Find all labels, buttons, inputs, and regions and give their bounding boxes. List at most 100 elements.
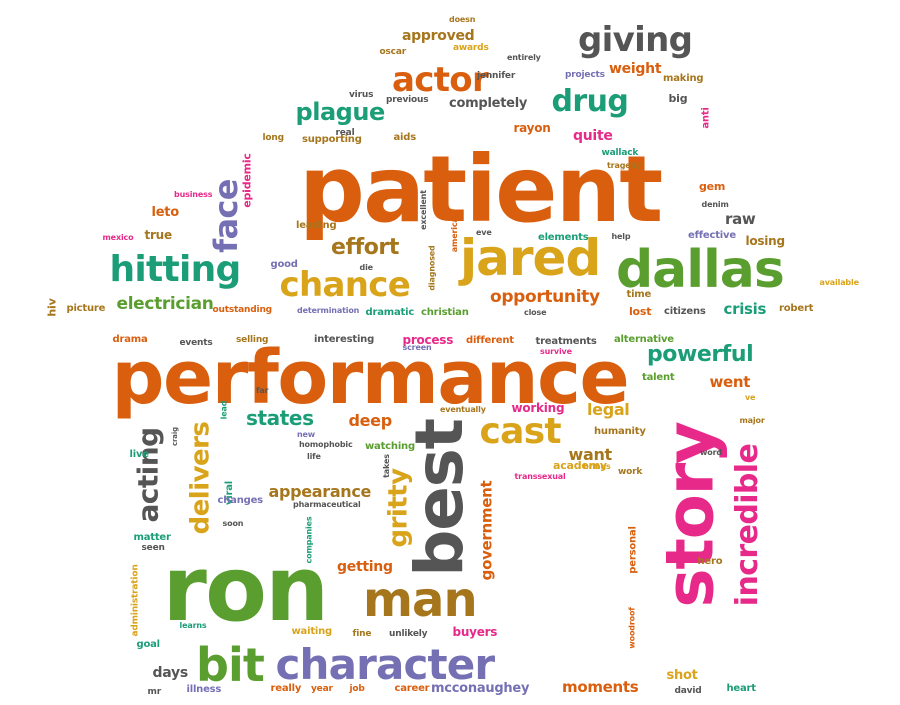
- word-crisis: crisis: [723, 299, 767, 318]
- word-unlikely: unlikely: [389, 628, 428, 639]
- word-year: year: [311, 683, 333, 694]
- word-gem: gem: [699, 179, 726, 193]
- word-powerful: powerful: [647, 342, 754, 367]
- word-time: time: [626, 289, 652, 300]
- word-seen: seen: [141, 542, 165, 553]
- word-ron: ron: [162, 537, 330, 642]
- word-tragedy: tragedy: [607, 161, 642, 170]
- word-screen: screen: [402, 343, 432, 352]
- word-elements: elements: [538, 232, 589, 243]
- word-went: went: [709, 372, 751, 391]
- word-opportunity: opportunity: [490, 286, 600, 307]
- word-mr: mr: [147, 686, 162, 697]
- word-best: best: [400, 419, 478, 577]
- word-lead: lead: [218, 400, 228, 420]
- word-leto: leto: [151, 204, 180, 220]
- word-treatments: treatments: [535, 336, 597, 347]
- word-hitting: hitting: [109, 249, 242, 290]
- word-major: major: [739, 416, 765, 425]
- word-oscar: oscar: [379, 46, 407, 57]
- word-changes: changes: [217, 495, 264, 506]
- word-hiv: hiv: [45, 297, 59, 317]
- word-making: making: [663, 73, 704, 84]
- word-diagnosed: diagnosed: [427, 245, 437, 291]
- word-new: new: [297, 430, 316, 439]
- word-robert: robert: [779, 303, 814, 314]
- word-eve: eve: [476, 228, 492, 237]
- word-watching: watching: [365, 441, 415, 452]
- word-craig: craig: [170, 426, 179, 446]
- word-help: help: [611, 232, 631, 241]
- word-drug: drug: [551, 84, 629, 119]
- word-moments: moments: [562, 677, 639, 696]
- word-giving: giving: [578, 20, 693, 60]
- word-big: big: [668, 91, 688, 105]
- word-previous: previous: [386, 94, 429, 105]
- word-states: states: [246, 406, 314, 430]
- word-academy: academy: [553, 458, 607, 472]
- word-quite: quite: [573, 128, 613, 144]
- word-hero: hero: [697, 556, 723, 567]
- word-pharmaceutical: pharmaceutical: [293, 500, 361, 509]
- word-word: word: [700, 448, 722, 457]
- word-leading: leading: [296, 220, 337, 231]
- word-dallas: dallas: [616, 240, 785, 300]
- word-shot: shot: [666, 667, 698, 683]
- word-man: man: [363, 572, 478, 628]
- word-patient: patient: [299, 136, 663, 243]
- word-events: events: [179, 337, 213, 348]
- word-business: business: [174, 190, 213, 199]
- word-denim: denim: [701, 200, 729, 209]
- word-buyers: buyers: [452, 625, 498, 639]
- word-epidemic: epidemic: [240, 152, 254, 208]
- word-fine: fine: [352, 628, 372, 639]
- word-job: job: [349, 683, 365, 694]
- word-companies: companies: [303, 516, 313, 564]
- word-good: good: [270, 259, 298, 270]
- word-mexico: mexico: [102, 233, 134, 242]
- word-close: close: [524, 308, 547, 317]
- word-american: american: [450, 211, 460, 253]
- word-rayon: rayon: [513, 121, 551, 135]
- word-far: far: [256, 386, 269, 395]
- word-anti: anti: [700, 107, 712, 129]
- word-life: life: [307, 452, 321, 461]
- word-effective: effective: [688, 230, 736, 241]
- word-homophobic: homophobic: [299, 440, 353, 449]
- word-true: true: [144, 228, 173, 242]
- word-work: work: [618, 466, 643, 477]
- word-mcconaughey: mcconaughey: [431, 680, 530, 696]
- word-goal: goal: [136, 639, 161, 650]
- word-face: face: [206, 179, 245, 253]
- word-drama: drama: [112, 334, 148, 345]
- word-illness: illness: [186, 684, 222, 695]
- word-performance: performance: [111, 335, 630, 421]
- word-heart: heart: [726, 683, 757, 694]
- word-jennifer: jennifer: [477, 70, 516, 81]
- word-different: different: [466, 335, 514, 346]
- word-live: live: [129, 449, 150, 460]
- word-acting: acting: [131, 427, 165, 523]
- word-career: career: [394, 683, 430, 694]
- word-legal: legal: [587, 400, 630, 419]
- word-bit: bit: [196, 638, 265, 692]
- word-learns: learns: [179, 621, 207, 630]
- word-entirely: entirely: [507, 53, 541, 62]
- word-aids: aids: [393, 132, 417, 143]
- word-completely: completely: [449, 95, 528, 111]
- word-soon: soon: [222, 519, 244, 528]
- word-administration: administration: [130, 563, 141, 637]
- word-outstanding: outstanding: [212, 304, 273, 315]
- word-wallack: wallack: [601, 147, 639, 158]
- word-selling: selling: [236, 334, 269, 345]
- word-matter: matter: [133, 532, 171, 543]
- word-dramatic: dramatic: [365, 307, 415, 318]
- word-electrician: electrician: [116, 293, 214, 314]
- word-picture: picture: [66, 303, 106, 314]
- word-citizens: citizens: [664, 306, 706, 317]
- word-want: want: [568, 445, 613, 464]
- word-doesn: doesn: [449, 15, 476, 24]
- word-chance: chance: [279, 265, 411, 305]
- word-interesting: interesting: [314, 334, 375, 345]
